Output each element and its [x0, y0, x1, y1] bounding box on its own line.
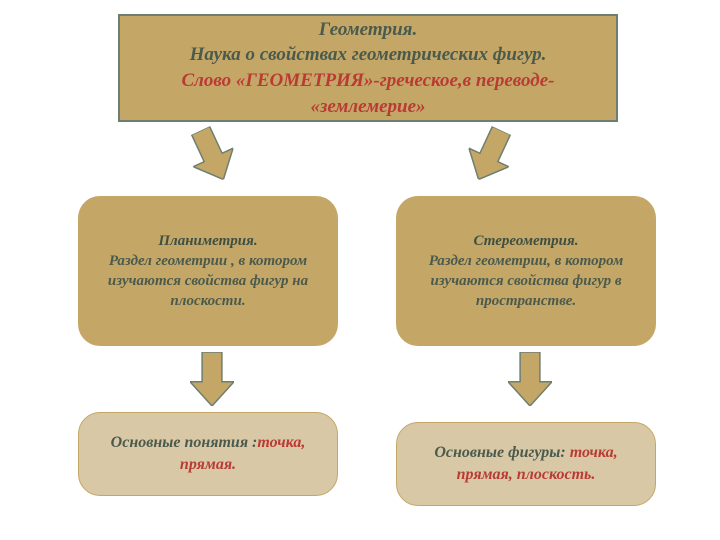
arrow-top-right	[459, 121, 522, 189]
stereometry-desc: Раздел геометрии, в котором изучаются св…	[410, 251, 642, 312]
bot-box-right: Основные фигуры: точка, прямая, плоскост…	[396, 422, 656, 506]
stereometry-title: Стереометрия.	[474, 231, 579, 251]
bot-left-pre: Основные понятия :	[111, 434, 258, 451]
title-line3: Слово «ГЕОМЕТРИЯ»-греческое,в переводе- …	[134, 68, 602, 119]
arrow-bottom-right	[508, 352, 552, 406]
title-line1: Геометрия.	[319, 17, 417, 43]
planimetry-desc: Раздел геометрии , в котором изучаются с…	[92, 251, 324, 312]
bot-right-text: Основные фигуры: точка, прямая, плоскост…	[411, 442, 641, 485]
bot-right-pre: Основные фигуры:	[434, 444, 569, 461]
arrow-top-left	[181, 121, 244, 189]
title-line2: Наука о свойствах геометрических фигур.	[190, 42, 547, 68]
bot-box-left: Основные понятия :точка, прямая.	[78, 412, 338, 496]
title-box: Геометрия. Наука о свойствах геометричес…	[118, 14, 618, 122]
mid-box-stereometry: Стереометрия. Раздел геометрии, в которо…	[396, 196, 656, 346]
bot-left-text: Основные понятия :точка, прямая.	[93, 432, 323, 475]
planimetry-title: Планиметрия.	[158, 231, 257, 251]
mid-box-planimetry: Планиметрия. Раздел геометрии , в которо…	[78, 196, 338, 346]
arrow-bottom-left	[190, 352, 234, 406]
